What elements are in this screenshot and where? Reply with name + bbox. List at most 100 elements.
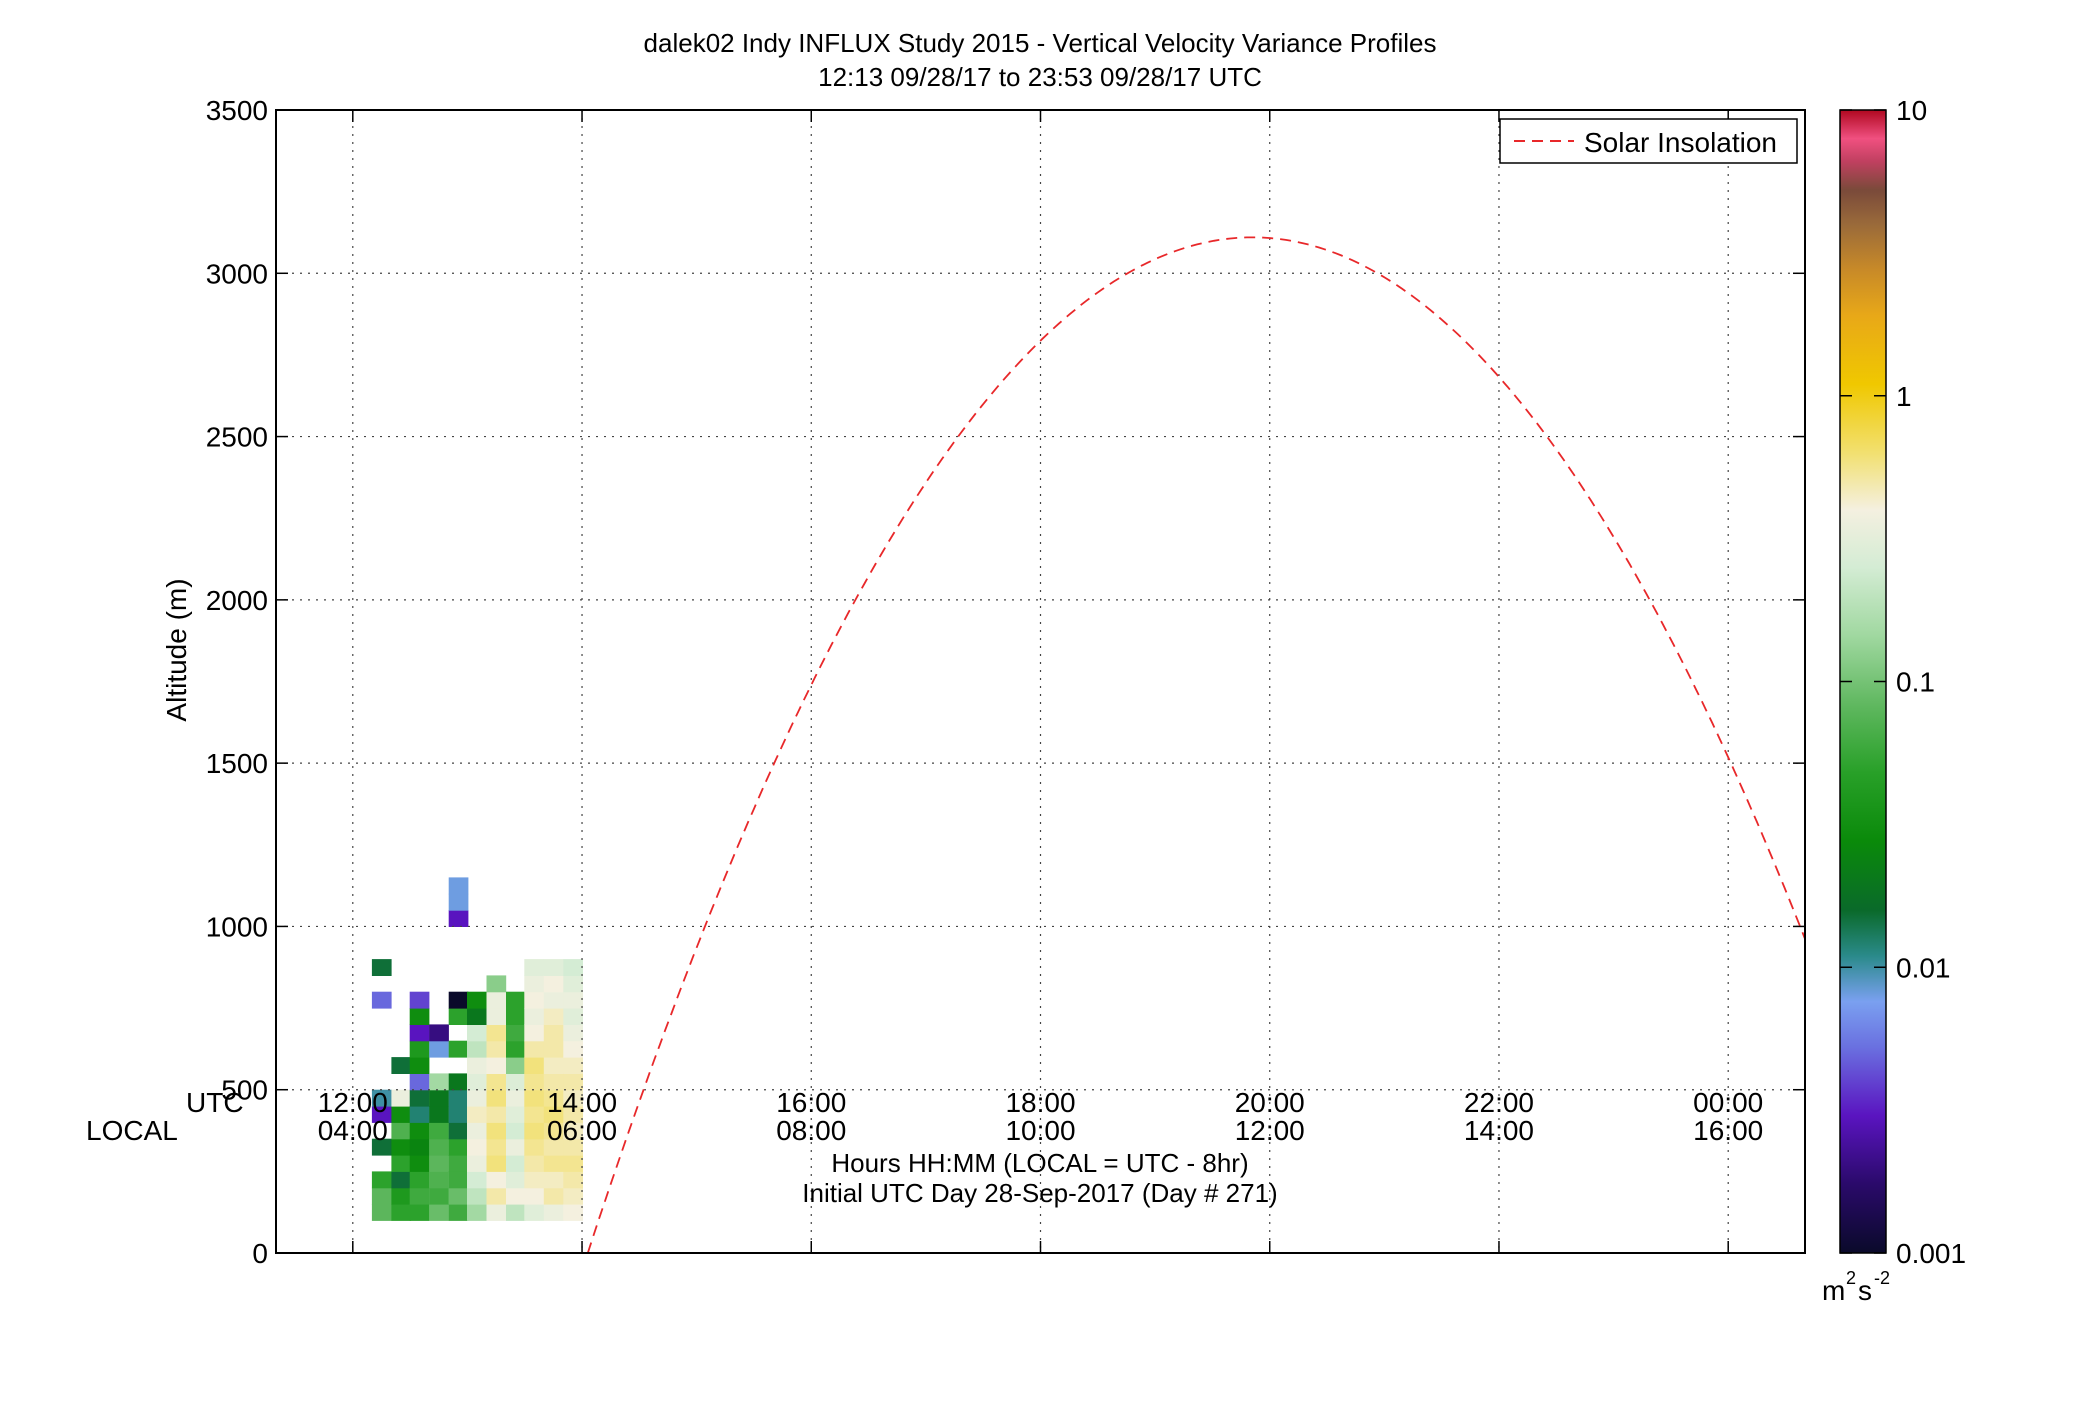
heatmap-cell [506, 991, 526, 1009]
heatmap-cell [371, 991, 392, 1009]
x-tick-label-local: 04:00 [318, 1115, 388, 1146]
heatmap-cell [486, 1204, 507, 1221]
heatmap-cell [409, 1040, 430, 1058]
heatmap-cell [409, 1187, 430, 1205]
heatmap-cell [543, 1155, 564, 1172]
heatmap-cell [371, 1106, 392, 1123]
heatmap-cell [467, 1057, 487, 1074]
heatmap-cell [524, 1057, 544, 1074]
heatmap-cell [524, 1122, 544, 1140]
heatmap-cell [371, 1171, 392, 1189]
colorbar-unit-mid: s [1858, 1275, 1872, 1306]
y-tick-label: 0 [252, 1238, 268, 1269]
y-tick-label: 500 [221, 1075, 268, 1106]
heatmap-cell [563, 1204, 583, 1221]
heatmap-cell [448, 910, 469, 927]
heatmap-cell [448, 1106, 469, 1123]
heatmap-cell [371, 1187, 392, 1205]
heatmap-cell [524, 1187, 544, 1205]
colorbar-tick-label: 0.01 [1896, 952, 1951, 983]
heatmap-cell [506, 1122, 526, 1140]
heatmap-cell [467, 1040, 487, 1058]
heatmap-cell [563, 1008, 583, 1025]
heatmap-cell [429, 1024, 449, 1042]
heatmap-cell [467, 1073, 487, 1091]
heatmap-cell [563, 1122, 583, 1140]
heatmap-cell [563, 1138, 583, 1156]
heatmap-cell [543, 1171, 564, 1189]
colorbar-tick-label: 0.1 [1896, 667, 1935, 698]
heatmap-cell [563, 1155, 583, 1172]
heatmap-cell [467, 1138, 487, 1156]
heatmap-cell [467, 991, 487, 1009]
heatmap-cell [543, 1187, 564, 1205]
heatmap-cell [486, 1155, 507, 1172]
heatmap-cell [391, 1138, 412, 1156]
heatmap-cell [409, 1073, 430, 1091]
heatmap-cell [524, 1106, 544, 1123]
x-tick-label-utc: 16:00 [776, 1087, 846, 1118]
heatmap-cell [563, 1040, 583, 1058]
heatmap-cell [429, 1204, 449, 1221]
heatmap-cell [409, 1155, 430, 1172]
heatmap-cell [429, 1122, 449, 1140]
colorbar-tick-label: 1 [1896, 381, 1912, 412]
y-tick-label: 1000 [206, 911, 268, 942]
utc-row-label: UTC [186, 1087, 244, 1118]
heatmap-cell [486, 1171, 507, 1189]
heatmap-cell [524, 1073, 544, 1091]
heatmap-cell [506, 1024, 526, 1042]
x-tick-label-local: 16:00 [1693, 1115, 1763, 1146]
solar-curve [586, 236, 1805, 1253]
heatmap-cell [543, 975, 564, 993]
heatmap-cell [448, 1073, 469, 1091]
x-tick-label-local: 14:00 [1464, 1115, 1534, 1146]
heatmap-cell [524, 991, 544, 1009]
heatmap-cell [563, 1171, 583, 1189]
heatmap-cell [429, 1089, 449, 1107]
x-tick-label-utc: 18:00 [1005, 1087, 1075, 1118]
heatmap-cell [486, 1187, 507, 1205]
x-tick-label-local: 08:00 [776, 1115, 846, 1146]
heatmap-cell [429, 1073, 449, 1091]
colorbar-ticks: 0.001 0.01 0.1 1 10 [1840, 95, 1966, 1269]
heatmap-cell [563, 1073, 583, 1091]
heatmap-cell [448, 1171, 469, 1189]
y-axis-label: Altitude (m) [161, 578, 192, 721]
heatmap-cell [506, 1155, 526, 1172]
local-row-label: LOCAL [86, 1115, 178, 1146]
heatmap-cell [467, 1106, 487, 1123]
heatmap-cell [486, 1040, 507, 1058]
heatmap-cell [486, 975, 507, 993]
colorbar: 0.001 0.01 0.1 1 10 m 2 s -2 [1822, 95, 1966, 1306]
heatmap-cell [506, 1187, 526, 1205]
heatmap-cell [486, 1089, 507, 1107]
heatmap-cell [506, 1073, 526, 1091]
heatmap-cell [486, 1073, 507, 1091]
heatmap-cell [524, 959, 544, 976]
legend-label-solar: Solar Insolation [1584, 127, 1777, 158]
heatmap-cell [524, 1008, 544, 1025]
heatmap-cell [543, 1106, 564, 1123]
heatmap-cell [543, 1138, 564, 1156]
heatmap-cell [429, 1155, 449, 1172]
heatmap-cell [429, 1171, 449, 1189]
heatmap-cell [524, 1040, 544, 1058]
heatmap-cell [448, 1008, 469, 1025]
heatmap-cell [371, 1204, 392, 1221]
heatmap-cell [506, 1171, 526, 1189]
heatmap-cell [524, 1089, 544, 1107]
heatmap-cell [506, 1138, 526, 1156]
heatmap-cell [391, 1171, 412, 1189]
heatmap-cell [506, 1106, 526, 1123]
heatmap-cell [524, 1204, 544, 1221]
heatmap-cell [543, 1057, 564, 1074]
x-tick-label-utc: 20:00 [1235, 1087, 1305, 1118]
legend-box [1499, 118, 1798, 164]
chart-title: dalek02 Indy INFLUX Study 2015 - Vertica… [644, 28, 1437, 58]
axis-ticks: 050010001500200025003000350012:0004:0014… [206, 95, 1805, 1269]
heatmap-cell [448, 1122, 469, 1140]
colorbar-unit-sup2: -2 [1874, 1268, 1890, 1288]
colorbar-unit: m 2 s -2 [1822, 1268, 1890, 1306]
